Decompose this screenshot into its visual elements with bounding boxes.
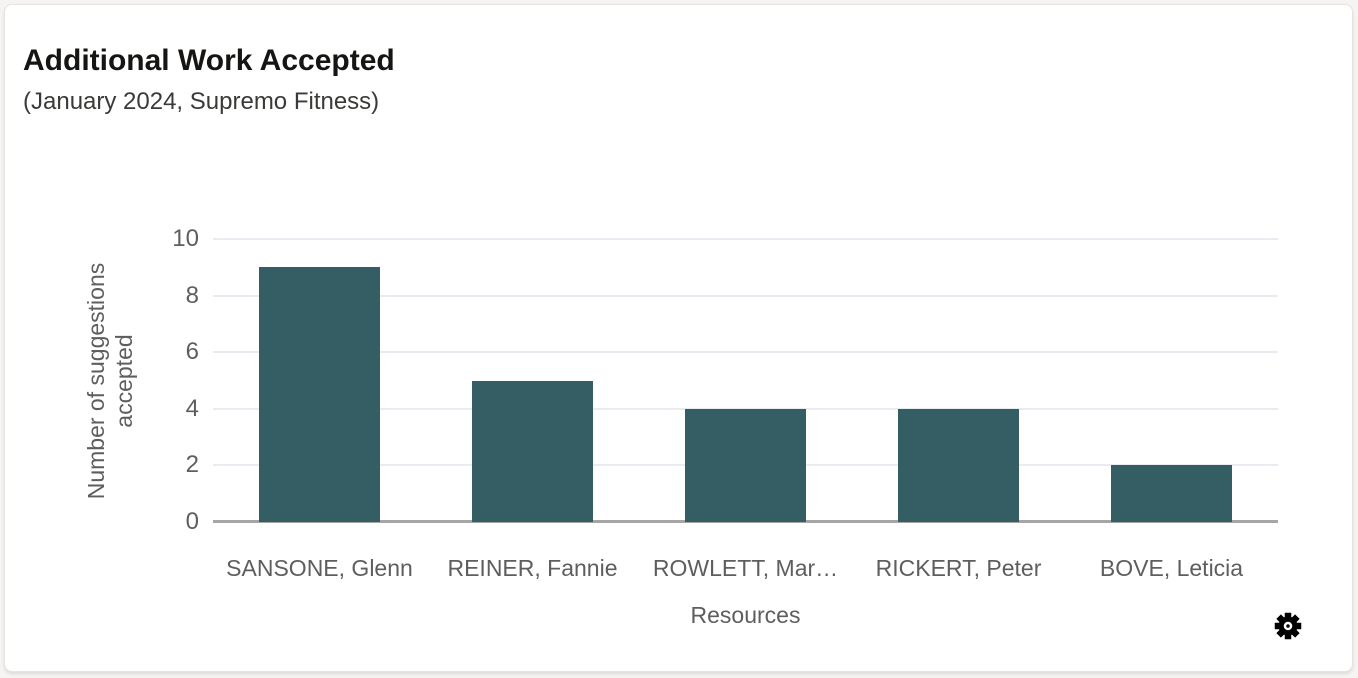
settings-button[interactable]: [1271, 609, 1305, 643]
x-axis-title: Resources: [690, 602, 801, 628]
x-tick-label: RICKERT, Peter: [875, 555, 1042, 581]
bar-REINER, Fannie[interactable]: [472, 380, 593, 522]
chart-card: Additional Work Accepted (January 2024, …: [4, 4, 1353, 672]
bar-RICKERT, Peter[interactable]: [898, 408, 1019, 522]
bar-ROWLETT, Mar…[interactable]: [685, 408, 806, 522]
bar-BOVE, Leticia[interactable]: [1111, 465, 1232, 522]
plot-area: [213, 238, 1278, 523]
x-tick-label: SANSONE, Glenn: [226, 555, 413, 581]
gridline: [213, 238, 1278, 240]
y-tick-label: 0: [185, 508, 199, 535]
y-tick-label: 4: [185, 394, 199, 422]
y-tick-label: 10: [172, 225, 199, 252]
x-tick-label: BOVE, Leticia: [1099, 555, 1244, 581]
gridline: [213, 351, 1278, 354]
bar-SANSONE, Glenn[interactable]: [259, 267, 380, 522]
gridline: [213, 294, 1278, 297]
y-tick-label: 8: [185, 281, 199, 309]
x-tick-label: REINER, Fannie: [447, 555, 618, 581]
x-tick-label: ROWLETT, Mar…: [652, 555, 839, 581]
gear-icon: [1273, 611, 1303, 641]
chart-subtitle: (January 2024, Supremo Fitness): [23, 88, 380, 115]
chart-title: Additional Work Accepted: [23, 44, 395, 77]
gridline: [213, 407, 1278, 410]
y-tick-label: 2: [185, 451, 199, 479]
y-tick-label: 6: [185, 338, 199, 366]
